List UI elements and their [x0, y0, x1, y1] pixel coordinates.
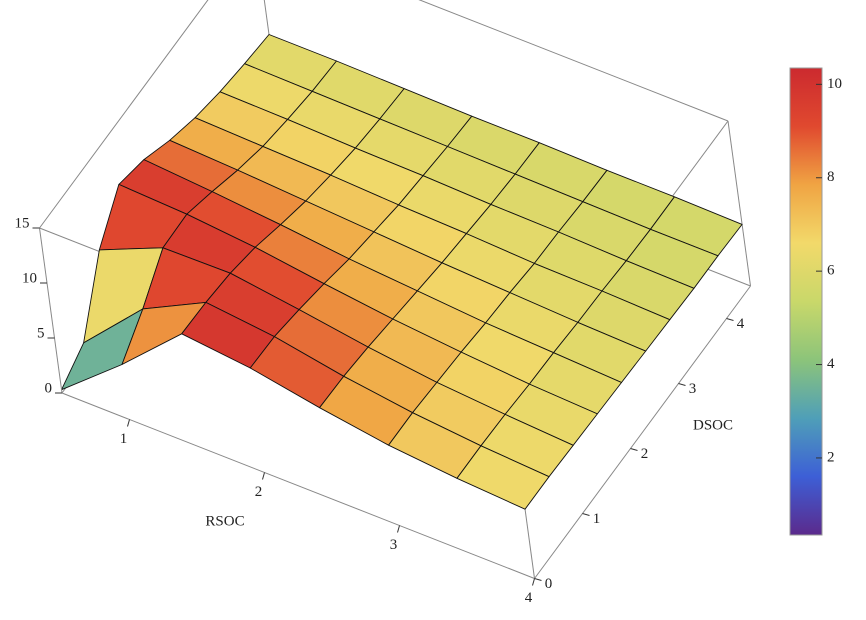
box-edge: [39, 227, 63, 394]
y-tick-label: 1: [593, 511, 601, 527]
x-tick: [127, 419, 130, 427]
box-edge: [534, 285, 751, 579]
y-tick: [726, 318, 734, 321]
x-tick: [262, 472, 265, 480]
x-tick: [532, 578, 535, 586]
x-tick-label: 4: [525, 590, 533, 606]
colorbar-tick-label: 10: [827, 76, 842, 92]
colorbar: [789, 67, 823, 536]
y-tick: [630, 448, 638, 451]
colorbar-tick-label: 6: [827, 263, 835, 279]
z-tick-label: 10: [22, 270, 37, 286]
y-tick: [582, 513, 590, 516]
colorbar-tick-label: 4: [827, 356, 835, 372]
box-edge: [727, 120, 751, 287]
colorbar-tick-label: 8: [827, 169, 835, 185]
y-axis-label: DSOC: [693, 417, 733, 433]
colorbar-tick-label: 2: [827, 449, 835, 465]
box-edge: [418, 0, 729, 122]
x-tick-label: 2: [255, 484, 263, 500]
z-tick-label: 0: [45, 380, 53, 396]
y-tick: [678, 383, 686, 386]
z-tick-label: 5: [37, 325, 45, 341]
surface-patch: [456, 445, 550, 510]
box-edge: [39, 0, 209, 229]
surface: [61, 34, 743, 510]
box-edge: [61, 392, 535, 579]
x-tick-label: 3: [390, 537, 398, 553]
y-tick-label: 2: [641, 446, 649, 462]
y-tick-label: 0: [545, 576, 553, 592]
y-tick: [534, 578, 542, 581]
y-tick-label: 3: [689, 381, 697, 397]
x-tick-label: 1: [120, 431, 128, 447]
x-tick: [397, 525, 400, 533]
y-tick-label: 4: [737, 316, 745, 332]
z-tick-label: 15: [15, 215, 30, 231]
x-axis-label: RSOC: [205, 513, 244, 529]
